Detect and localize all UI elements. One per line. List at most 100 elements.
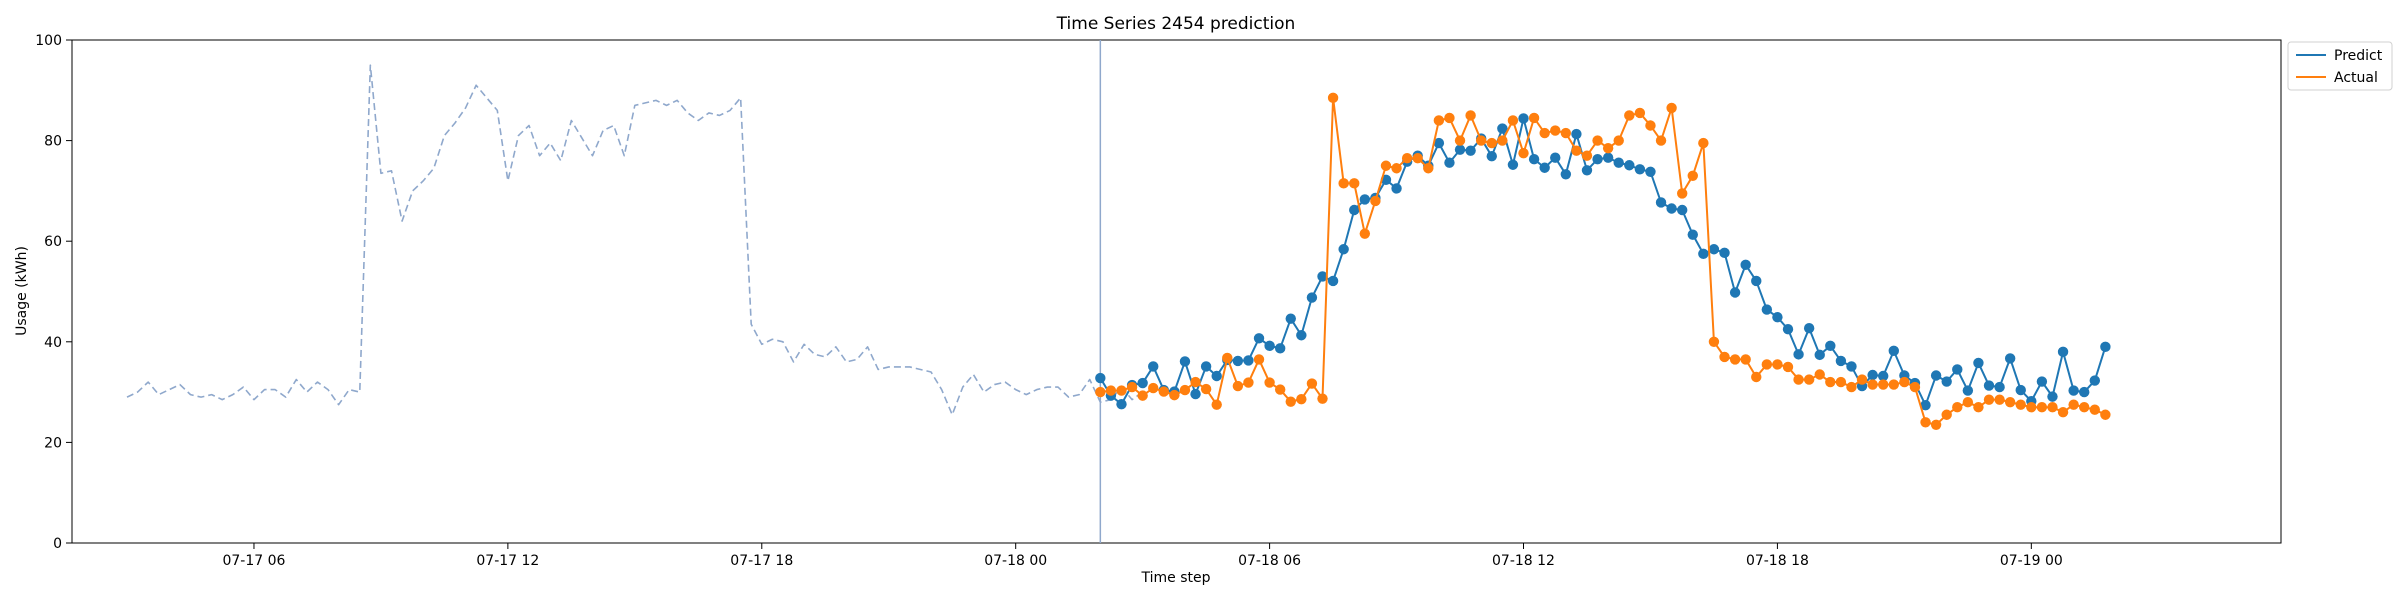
data-point-prediction: [1116, 398, 1127, 410]
data-point-actual: [1856, 374, 1868, 385]
data-point-prediction: [1814, 349, 1825, 361]
data-point-prediction: [1941, 376, 1952, 387]
data-point-actual: [1687, 170, 1698, 182]
data-point-actual: [1835, 376, 1847, 388]
data-point-prediction: [1920, 399, 1931, 411]
data-point-prediction: [1306, 292, 1318, 303]
data-point-actual: [1148, 382, 1159, 394]
data-point-prediction: [1095, 372, 1106, 384]
data-point-actual: [1825, 376, 1836, 388]
data-point-prediction: [1232, 355, 1244, 367]
data-point-prediction: [2036, 376, 2048, 387]
data-point-actual: [1401, 153, 1413, 164]
data-point-prediction: [1581, 165, 1593, 176]
data-point-actual: [1169, 389, 1180, 401]
x-tick-label: 07-18 18: [1746, 553, 1809, 569]
x-tick-label: 07-17 06: [222, 553, 285, 569]
data-point-actual: [1624, 110, 1635, 121]
legend: Predict Actual: [2287, 41, 2393, 91]
y-axis: 0 20 40 60 80 100: [35, 33, 72, 552]
data-point-actual: [1465, 110, 1476, 121]
data-point-prediction: [1740, 259, 1751, 271]
data-point-actual: [1761, 359, 1773, 370]
data-point-prediction: [1560, 169, 1572, 180]
data-point-actual: [1105, 385, 1117, 396]
x-axis: 07-17 06 07-17 12 07-17 18 07-18 00 07-18 06…: [222, 543, 2063, 569]
data-point-actual: [1359, 228, 1371, 239]
chart-title: Time Series 2454 prediction: [1056, 14, 1296, 34]
data-point-prediction: [2057, 346, 2069, 358]
data-point-prediction: [1983, 380, 1995, 391]
legend-predict-label: Predict: [2334, 48, 2383, 64]
data-point-prediction: [1243, 355, 1254, 366]
data-point-prediction: [1338, 244, 1349, 255]
data-point-actual: [1698, 137, 1709, 149]
x-tick-label: 07-18 06: [1238, 553, 1301, 569]
x-tick-label: 07-17 18: [730, 553, 793, 569]
data-point-prediction: [1317, 271, 1328, 282]
data-point-actual: [1941, 409, 1952, 420]
data-point-actual: [1581, 150, 1593, 161]
data-point-prediction: [1444, 157, 1455, 168]
data-point-actual: [1613, 135, 1624, 146]
data-point-actual: [1539, 127, 1550, 139]
data-point-actual: [1126, 381, 1138, 393]
data-point-prediction: [1793, 349, 1804, 360]
data-point-prediction: [1327, 275, 1339, 287]
data-point-prediction: [1592, 154, 1603, 165]
data-point-actual: [1454, 135, 1466, 146]
data-point-prediction: [1264, 340, 1275, 352]
data-point-actual: [1729, 354, 1741, 365]
data-point-actual: [1486, 137, 1497, 149]
data-point-actual: [1433, 115, 1445, 126]
data-point-prediction: [1359, 194, 1371, 205]
data-point-prediction: [1962, 385, 1974, 396]
data-point-prediction: [1539, 162, 1550, 173]
data-point-actual: [1370, 195, 1381, 207]
series-history: [126, 64, 1144, 416]
data-point-actual: [1592, 135, 1603, 146]
data-point-actual: [2015, 399, 2026, 410]
data-point-actual: [2068, 399, 2079, 410]
data-point-actual: [1232, 380, 1244, 392]
data-point-actual: [2100, 409, 2111, 420]
data-point-actual: [1327, 92, 1339, 104]
data-point-prediction: [1698, 248, 1709, 259]
data-point-prediction: [2089, 375, 2100, 386]
data-point-prediction: [1719, 247, 1730, 258]
data-point-actual: [1645, 120, 1656, 131]
data-point-actual: [1909, 381, 1921, 393]
data-point-prediction: [1296, 330, 1307, 341]
data-point-prediction: [1550, 152, 1561, 163]
data-point-actual: [1899, 376, 1910, 388]
data-point-prediction: [1528, 154, 1540, 165]
data-point-prediction: [1179, 356, 1191, 367]
data-point-actual: [1497, 135, 1508, 146]
data-point-actual: [1444, 112, 1455, 124]
data-point-actual: [1740, 354, 1751, 365]
data-point-actual: [1571, 145, 1582, 156]
series-line-history: [126, 64, 1144, 416]
data-point-prediction: [1708, 244, 1720, 255]
data-point-actual: [1550, 125, 1561, 136]
data-point-actual: [1137, 390, 1148, 401]
data-point-actual: [1846, 381, 1857, 393]
x-axis-title: Time step: [1141, 570, 1211, 586]
data-point-prediction: [1602, 152, 1614, 163]
data-point-prediction: [1211, 370, 1222, 382]
data-point-actual: [1475, 135, 1487, 146]
data-point-prediction: [1190, 388, 1201, 400]
data-point-actual: [1973, 401, 1984, 413]
data-point-prediction: [1148, 361, 1159, 372]
data-point-prediction: [1666, 203, 1677, 214]
data-point-actual: [1243, 377, 1254, 388]
y-tick-label: 20: [44, 435, 62, 451]
data-point-actual: [1211, 399, 1222, 410]
data-point-prediction: [1391, 183, 1402, 194]
data-point-actual: [1285, 396, 1296, 407]
data-point-prediction: [1634, 164, 1646, 175]
data-point-prediction: [1761, 304, 1773, 315]
data-point-prediction: [1846, 361, 1857, 372]
data-point-actual: [1655, 135, 1667, 146]
